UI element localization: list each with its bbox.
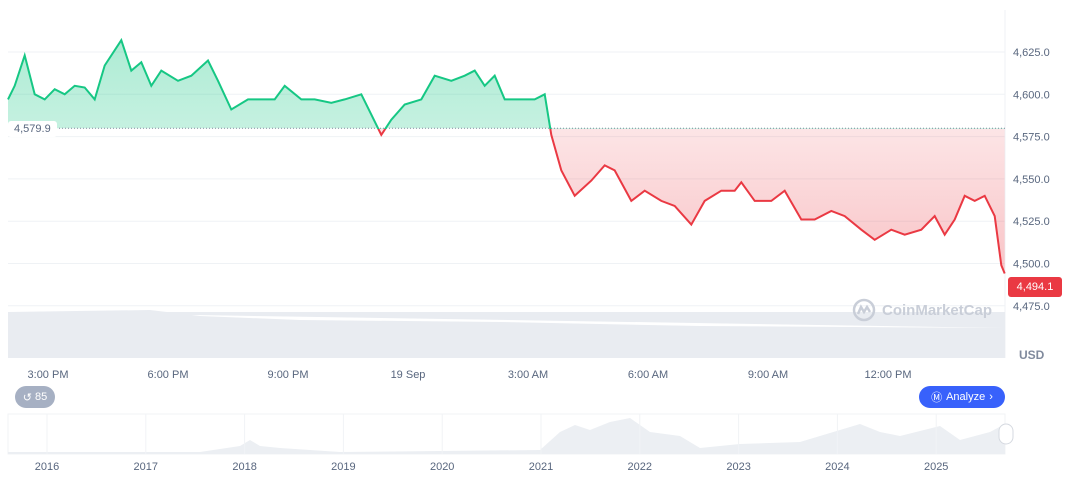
navigator-year-label: 2017 xyxy=(134,461,158,473)
chevron-right-icon: › xyxy=(989,391,993,403)
navigator-area xyxy=(8,418,1005,454)
y-tick-label: 4,500.0 xyxy=(1013,259,1050,271)
coinmarketcap-watermark: CoinMarketCap xyxy=(852,298,992,322)
cmc-ai-icon: Ⓜ xyxy=(931,392,943,404)
y-tick-label: 4,600.0 xyxy=(1013,89,1050,101)
history-button[interactable]: ↺ 85 xyxy=(15,386,55,408)
last-price-badge: 4,494.1 xyxy=(1008,277,1062,297)
y-tick-label: 4,525.0 xyxy=(1013,216,1050,228)
x-tick-label: 9:00 AM xyxy=(748,369,788,381)
navigator-year-label: 2025 xyxy=(924,461,948,473)
currency-label: USD xyxy=(1019,348,1045,362)
x-tick-label: 6:00 AM xyxy=(628,369,668,381)
price-line-down xyxy=(377,129,1006,274)
analyze-label: Analyze xyxy=(946,391,986,403)
volume-bars xyxy=(8,310,1005,358)
navigator-year-label: 2019 xyxy=(331,461,355,473)
navigator-handle[interactable] xyxy=(998,423,1014,445)
x-tick-label: 3:00 PM xyxy=(28,369,69,381)
navigator-year-label: 2020 xyxy=(430,461,454,473)
x-tick-label: 9:00 PM xyxy=(268,369,309,381)
navigator-year-label: 2016 xyxy=(35,461,59,473)
baseline-label: 4,579.9 xyxy=(8,121,57,137)
x-tick-label: 12:00 PM xyxy=(864,369,911,381)
analyze-button[interactable]: Ⓜ Analyze › xyxy=(919,386,1005,408)
y-tick-label: 4,475.0 xyxy=(1013,301,1050,313)
watermark-text: CoinMarketCap xyxy=(882,301,993,319)
y-tick-label: 4,625.0 xyxy=(1013,47,1050,59)
navigator-year-label: 2022 xyxy=(628,461,652,473)
history-icon: ↺ xyxy=(22,391,32,404)
x-tick-label: 19 Sep xyxy=(391,369,426,381)
coinmarketcap-logo-icon xyxy=(852,298,876,322)
area-above-baseline xyxy=(8,40,1005,129)
navigator-year-label: 2018 xyxy=(232,461,256,473)
history-count: 85 xyxy=(34,391,48,403)
area-below-baseline xyxy=(378,129,1005,274)
x-tick-label: 3:00 AM xyxy=(508,369,548,381)
x-tick-label: 6:00 PM xyxy=(148,369,189,381)
navigator-year-label: 2023 xyxy=(726,461,750,473)
y-tick-label: 4,550.0 xyxy=(1013,174,1050,186)
y-tick-label: 4,575.0 xyxy=(1013,132,1050,144)
navigator-year-label: 2021 xyxy=(529,461,553,473)
price-line-up xyxy=(7,37,552,129)
navigator-year-label: 2024 xyxy=(825,461,849,473)
